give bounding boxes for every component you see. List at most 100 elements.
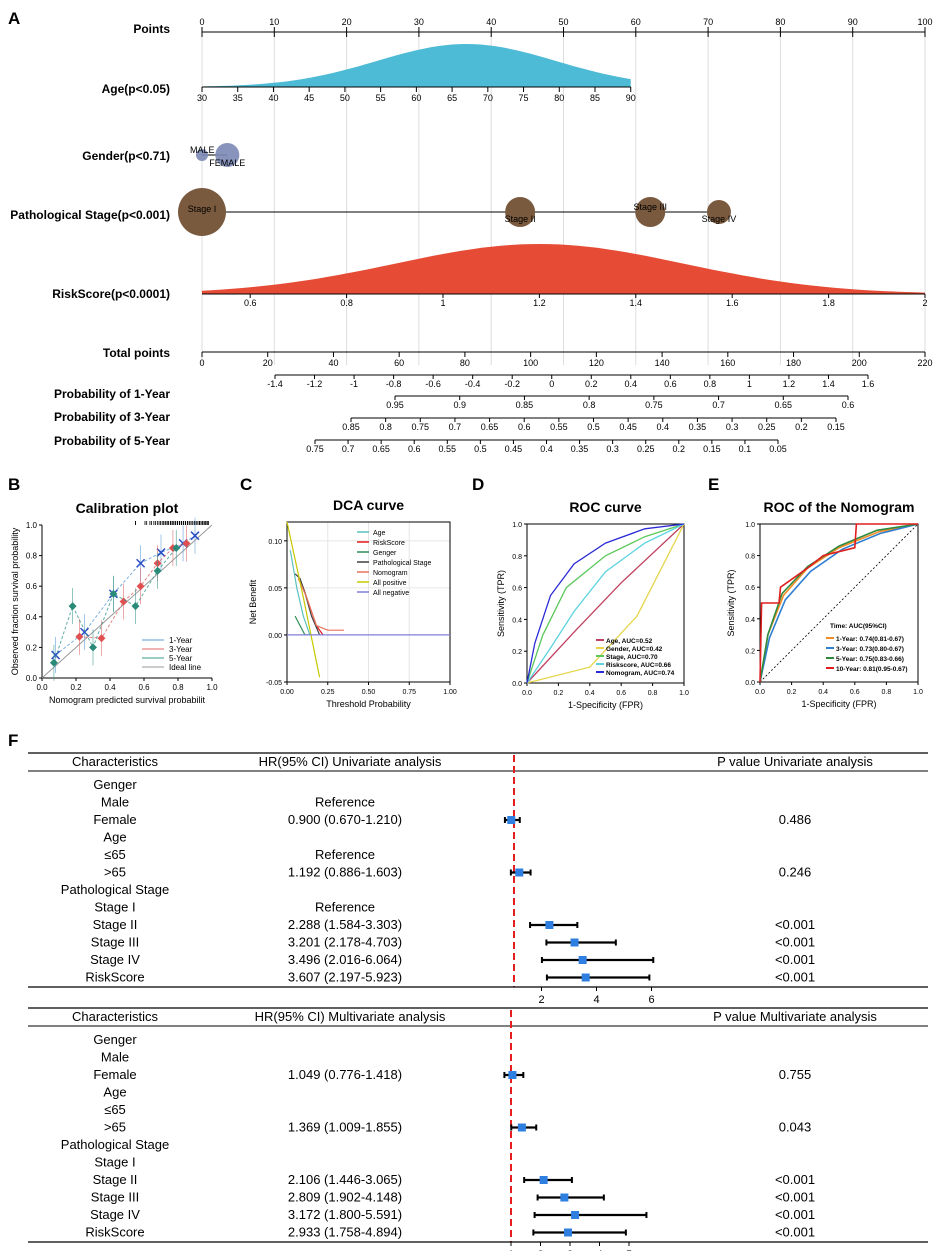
stage-level-label: Stage I [188, 204, 217, 214]
row-label: Stage III [91, 1190, 139, 1205]
panel-label-a: A [8, 9, 20, 28]
legend-label: Age, AUC=0.52 [606, 638, 653, 645]
row-label-stage: Pathological Stage(p<0.001) [10, 208, 170, 222]
axis-tick-label: 1 [508, 1249, 514, 1251]
row-label: Female [93, 1067, 136, 1082]
hr-value: 0.900 (0.670-1.210) [288, 812, 402, 827]
gender-label-male: MALE [190, 145, 215, 155]
hr-value: Reference [315, 847, 375, 862]
hr-value: 3.496 (2.016-6.064) [288, 952, 402, 967]
column-header: P value Univariate analysis [717, 754, 873, 769]
dca-curve-panel: 0.00 0.25 0.50 0.75 1.00 -0.05 0.00 0.05 0.10 Thr… [240, 475, 457, 709]
y-tick-label: 0.0 [512, 681, 522, 688]
row-label: Stage I [94, 1155, 135, 1170]
panel-label: B [8, 475, 20, 494]
prob-5-year-tick-label: 0.3 [606, 444, 619, 454]
stage-bubble [178, 188, 226, 236]
roc-line-Riskscore, AUC=0.66 [526, 523, 685, 684]
row-label-total: Total points [103, 346, 170, 360]
axis-tick-label: 4 [593, 994, 599, 1006]
stage-level-label: Stage III [633, 202, 667, 212]
x-axis-label: Threshold Probability [326, 699, 411, 709]
y-tick-label: 0.6 [26, 582, 38, 591]
row-label-prob-3-year: Probability of 3-Year [54, 410, 170, 424]
legend-label: Pathological Stage [373, 560, 431, 567]
y-tick-label: 0.2 [26, 643, 38, 652]
x-tick-label: 0.8 [172, 683, 184, 692]
y-tick-label: 0.00 [268, 633, 282, 640]
hr-value: 2.933 (1.758-4.894) [288, 1225, 402, 1240]
row-label-points: Points [133, 22, 170, 36]
prob-3-year-tick-label: 0.6 [518, 422, 531, 432]
hr-marker [517, 1123, 526, 1132]
y-axis-label: Sensitivity (TPR) [496, 570, 506, 637]
prob-3-year-tick-label: 0.7 [449, 422, 462, 432]
calibration-point [89, 643, 97, 652]
hr-value: 1.049 (0.776-1.418) [288, 1067, 402, 1082]
row-label: RiskScore [85, 1225, 144, 1240]
hr-value: Reference [315, 795, 375, 810]
column-header: Characteristics [72, 1009, 158, 1024]
y-axis-label: Sensitivity (TPR) [726, 569, 736, 636]
age-tick-label: 45 [304, 93, 314, 103]
hr-marker [578, 956, 587, 964]
hr-value: 2.288 (1.584-3.303) [288, 917, 402, 932]
prob-3-year-tick-label: 0.35 [689, 422, 707, 432]
calibration-plot-panel: 0.0 0.2 0.4 0.6 0.8 1.00.00.20.40.60.81.0Nomo… [8, 475, 218, 705]
total-tick-label: 160 [720, 358, 735, 368]
legend-title: Time: AUC(95%CI) [830, 623, 887, 630]
legend-label: 1-Year [169, 636, 193, 645]
panel-label: D [472, 475, 484, 494]
legend-label: 3-Year: 0.73(0.80-0.67) [836, 646, 904, 653]
points-tick-label: 10 [269, 17, 279, 27]
legend-label: All positive [373, 580, 407, 587]
linear-predictor-tick-label: -1.2 [307, 379, 323, 389]
calibration-point [97, 634, 106, 643]
riskscore-tick-label: 1.8 [822, 298, 835, 308]
diagonal-line [759, 523, 919, 683]
age-tick-label: 35 [233, 93, 243, 103]
total-tick-label: 140 [655, 358, 670, 368]
age-tick-label: 85 [590, 93, 600, 103]
y-tick-label: 0.0 [26, 674, 38, 683]
legend-label: Nomogram [373, 570, 408, 577]
y-axis-label: Observed fraction survival probability [10, 527, 20, 675]
row-label-gender: Gender(p<0.71) [82, 149, 170, 163]
calibration-point [182, 539, 191, 548]
hr-marker [570, 938, 579, 947]
panel-label: E [708, 475, 719, 494]
riskscore-tick-label: 2 [922, 298, 927, 308]
p-value: 0.246 [779, 865, 812, 880]
total-tick-label: 40 [328, 358, 338, 368]
row-label: Stage IV [90, 1207, 140, 1222]
calibration-point [190, 531, 200, 541]
age-tick-label: 30 [197, 93, 207, 103]
hr-marker [581, 973, 590, 982]
age-density [202, 44, 631, 87]
p-value: 0.486 [779, 812, 812, 827]
y-tick-label: 0.05 [268, 586, 282, 593]
row-label: Stage III [91, 935, 139, 950]
p-value: <0.001 [775, 1172, 815, 1187]
linear-predictor-tick-label: -0.8 [386, 379, 402, 389]
y-tick-label: 0.4 [26, 613, 38, 622]
calibration-point [136, 582, 145, 591]
p-value: <0.001 [775, 1190, 815, 1205]
points-tick-label: 70 [703, 17, 713, 27]
total-tick-label: 180 [786, 358, 801, 368]
chart-title: ROC of the Nomogram [764, 499, 915, 515]
p-value: 0.755 [779, 1067, 812, 1082]
roc-line-Age, AUC=0.52 [526, 523, 685, 684]
row-label-prob-1-year: Probability of 1-Year [54, 387, 170, 401]
row-label: Age [103, 1085, 126, 1100]
total-tick-label: 120 [589, 358, 604, 368]
dca-line-All positive [286, 521, 321, 678]
calibration-point [109, 589, 118, 598]
y-tick-label: 1.0 [745, 522, 755, 529]
x-tick-label: 0.0 [755, 689, 765, 696]
row-label: Stage I [94, 900, 135, 915]
y-tick-label: 0.6 [512, 586, 522, 593]
axis-tick-label: 3 [567, 1249, 573, 1251]
age-tick-label: 65 [447, 93, 457, 103]
prob-5-year-tick-label: 0.35 [571, 444, 589, 454]
